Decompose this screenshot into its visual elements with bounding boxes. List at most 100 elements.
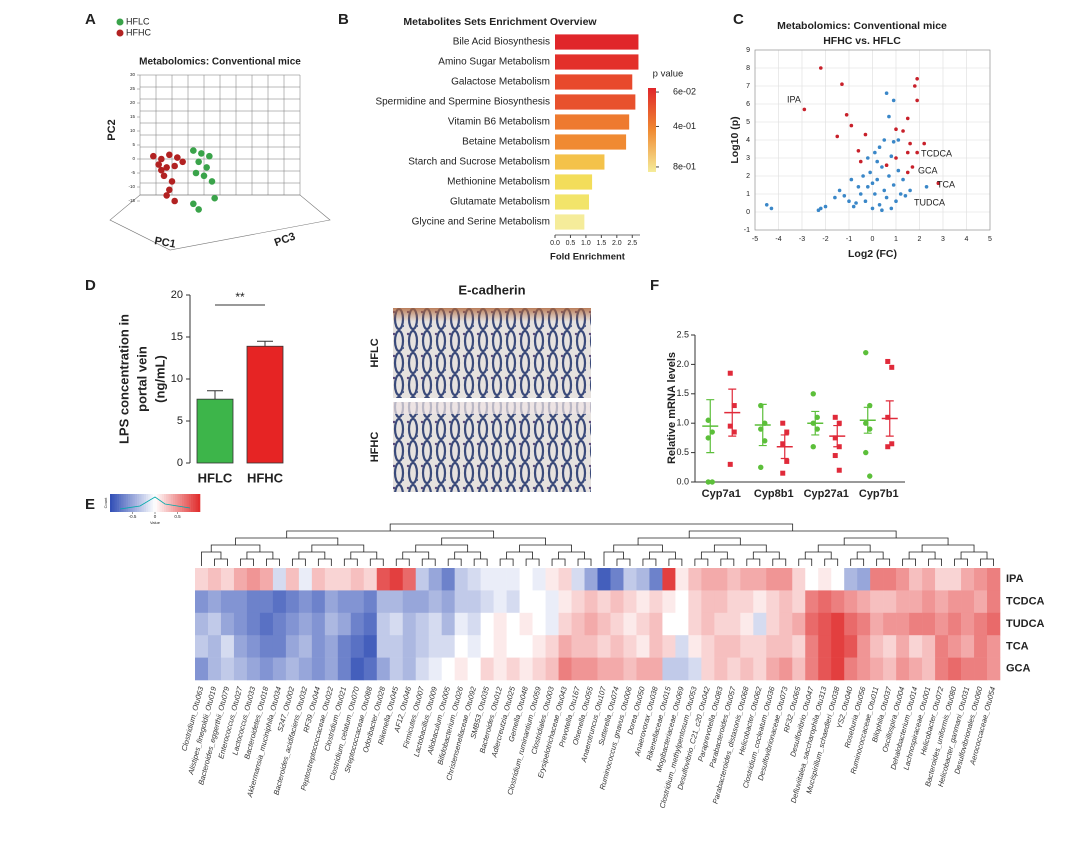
heat-cell <box>584 590 598 614</box>
heat-cell <box>376 590 391 614</box>
histology-images <box>393 308 591 492</box>
point <box>727 423 733 429</box>
point <box>858 159 863 164</box>
heat-cell <box>324 612 339 636</box>
point <box>802 107 807 112</box>
point <box>880 165 884 169</box>
heat-cell <box>259 590 274 614</box>
x-tick-label: 0 <box>871 236 875 243</box>
point <box>179 158 186 166</box>
point <box>873 150 877 155</box>
dendrogram <box>298 551 326 559</box>
x-tick-label: -3 <box>799 236 805 243</box>
heat-cell <box>662 612 676 636</box>
heat-cell <box>558 657 572 681</box>
point <box>842 194 847 198</box>
dendrogram <box>577 558 592 566</box>
point <box>171 197 178 205</box>
heat-cell <box>363 635 378 658</box>
heat-cell <box>922 612 936 636</box>
heat-cell <box>844 635 858 658</box>
heat-cell <box>649 635 663 658</box>
x-tick-label: 3 <box>941 236 945 243</box>
heat-cell <box>545 657 559 681</box>
key-histogram <box>119 496 191 510</box>
point <box>896 138 901 142</box>
heat-cell <box>558 568 572 591</box>
dendrogram <box>506 551 533 559</box>
panel-letter: B <box>338 11 349 28</box>
point <box>705 435 711 441</box>
x-tick-label: 1.5 <box>596 240 606 247</box>
point <box>863 132 868 137</box>
point <box>784 458 790 464</box>
bar <box>555 154 605 170</box>
heat-cell <box>883 657 897 681</box>
heat-cell <box>480 657 494 681</box>
heat-cell <box>623 590 637 614</box>
heat-cell <box>441 568 455 591</box>
colorbar-title: p value <box>653 69 684 80</box>
heat-cell <box>961 657 975 681</box>
point <box>854 201 858 205</box>
heat-cell <box>480 568 494 591</box>
heat-cell <box>389 635 404 658</box>
heat-cell <box>948 612 962 636</box>
heat-cell <box>350 590 365 614</box>
heat-cell <box>233 568 248 591</box>
heat-cell <box>714 612 728 636</box>
point <box>211 194 218 202</box>
heat-cell <box>779 568 793 591</box>
point <box>163 164 170 171</box>
dendrogram <box>246 551 274 559</box>
point <box>166 151 173 159</box>
heat-cell <box>324 590 339 614</box>
heat-cell <box>753 612 767 636</box>
colorbar-tick-label: 6e-02 <box>673 86 696 96</box>
heat-cell <box>259 568 274 591</box>
category-label: Methionine Metabolism <box>447 177 550 188</box>
heat-cell <box>766 657 780 681</box>
point <box>891 98 896 103</box>
heat-cell <box>532 657 546 681</box>
heat-cell <box>662 568 676 591</box>
heat-cell <box>246 590 261 614</box>
dendrogram <box>525 558 540 566</box>
heat-cell <box>961 590 975 614</box>
point <box>823 204 828 209</box>
heat-cell <box>415 568 430 591</box>
heat-cell <box>571 635 585 658</box>
point <box>731 429 737 435</box>
heat-cell <box>896 590 910 614</box>
point <box>915 77 919 81</box>
y-tick-label: -10 <box>128 184 135 189</box>
heat-cell <box>662 590 676 614</box>
heat-cell <box>532 612 546 636</box>
dendrogram <box>454 551 482 559</box>
dendrogram <box>817 544 871 552</box>
heat-cell <box>857 612 871 636</box>
point <box>866 156 870 160</box>
dendrogram <box>210 544 261 552</box>
dendrogram <box>235 537 339 545</box>
heat-cell <box>519 635 533 658</box>
error-bar <box>833 424 842 448</box>
heat-cell <box>675 590 689 614</box>
x-tick-label: -1 <box>846 236 852 243</box>
key-swatch <box>132 494 136 512</box>
heat-cell <box>324 635 339 658</box>
heat-cell <box>506 568 520 591</box>
heat-cell <box>987 635 1001 658</box>
axis-label: portal vein <box>134 346 149 412</box>
annotation: ** <box>235 290 245 304</box>
point <box>889 364 895 370</box>
y-tick-label: 10 <box>171 373 183 385</box>
key-swatch <box>119 494 122 512</box>
heat-cell <box>922 635 936 658</box>
error-bar <box>885 400 894 437</box>
heat-cell <box>844 568 858 591</box>
heat-cell <box>207 590 222 614</box>
key-swatch <box>177 494 181 512</box>
heat-cell <box>636 635 650 658</box>
